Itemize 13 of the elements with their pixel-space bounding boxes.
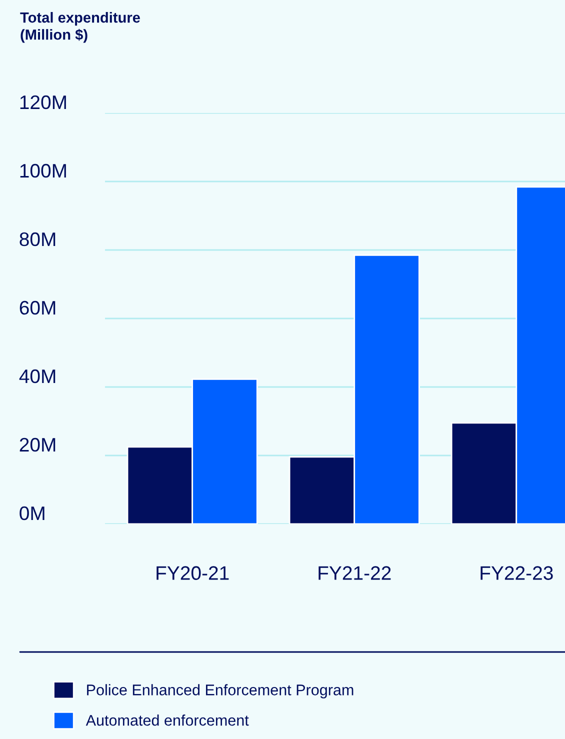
x-tick-label: FY20-21 [156, 566, 229, 580]
x-tick-label: FY21-22 [318, 566, 391, 580]
y-tick-label: 100M [20, 164, 66, 178]
y-tick-label: 120M [20, 95, 66, 110]
legend-label: Police Enhanced Enforcement Program [87, 684, 354, 698]
chart-title: Total expenditure (Million $) [20, 12, 140, 43]
legend-label: Automated enforcement [86, 714, 249, 726]
y-tick-label: 60M [20, 300, 56, 315]
x-tick-label: FY22-23 [480, 566, 553, 580]
y-tick-label: 40M [19, 369, 56, 384]
y-tick-label: 20M [20, 438, 56, 452]
y-tick-label: 80M [20, 232, 56, 246]
y-tick-label: 0M [20, 506, 44, 520]
